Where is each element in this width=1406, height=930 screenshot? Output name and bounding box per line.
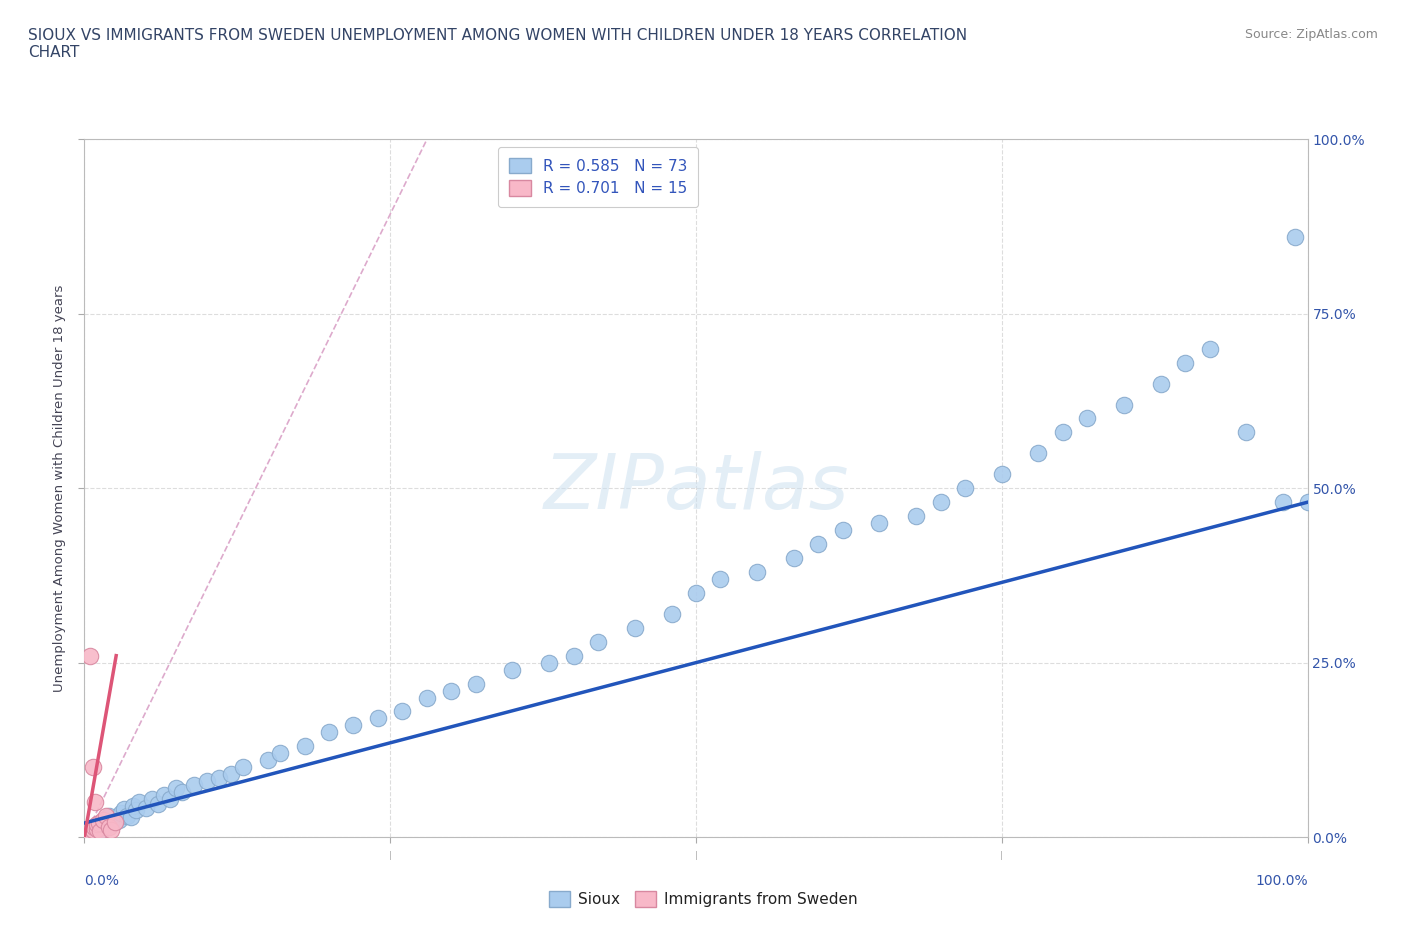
Point (82, 760, 104, 775)
Point (783, 551, 806, 565)
Point (128, 794, 150, 809)
Text: 0.0%: 0.0% (84, 874, 120, 888)
Point (440, 683, 463, 698)
Point (100, 823, 122, 838)
Point (1284, 230, 1306, 245)
Point (86, 821, 108, 836)
Point (416, 690, 439, 705)
Point (685, 586, 707, 601)
Point (159, 791, 181, 806)
Text: |: | (695, 851, 697, 860)
Point (1114, 397, 1136, 412)
Point (104, 815, 127, 830)
Point (79, 826, 101, 841)
Point (96, 809, 118, 824)
Point (79, 826, 101, 841)
Point (141, 791, 163, 806)
Point (562, 648, 585, 663)
Point (91, 816, 114, 830)
Point (112, 802, 135, 817)
Point (367, 711, 389, 725)
Text: 100.0%: 100.0% (1256, 874, 1308, 888)
Point (538, 656, 561, 671)
Point (747, 565, 769, 579)
Point (87, 816, 110, 830)
Point (110, 805, 132, 820)
Point (79, 648, 101, 663)
Point (96, 812, 118, 827)
Point (82, 823, 104, 838)
Point (120, 810, 142, 825)
Point (257, 753, 280, 768)
Point (1198, 341, 1220, 356)
Legend: Sioux, Immigrants from Sweden: Sioux, Immigrants from Sweden (543, 884, 863, 913)
Point (1236, 425, 1258, 440)
Point (1272, 495, 1295, 510)
Point (391, 704, 413, 719)
Point (135, 800, 157, 815)
Point (104, 815, 127, 830)
Point (905, 509, 928, 524)
Point (869, 515, 891, 530)
Point (97, 809, 120, 824)
Point (1052, 425, 1074, 440)
Point (115, 809, 138, 824)
Point (831, 523, 853, 538)
Point (953, 481, 976, 496)
Point (107, 812, 129, 827)
Point (87, 823, 110, 838)
Point (586, 634, 609, 649)
Point (807, 537, 830, 551)
Point (709, 571, 731, 587)
Point (929, 495, 952, 510)
Legend: R = 0.585   N = 73, R = 0.701   N = 15: R = 0.585 N = 73, R = 0.701 N = 15 (498, 147, 697, 206)
Point (83, 824, 105, 839)
Point (97, 816, 120, 830)
Point (342, 718, 364, 733)
Point (82, 823, 104, 838)
Point (208, 770, 231, 785)
Point (84, 794, 107, 809)
Point (86, 817, 108, 832)
Point (100, 817, 122, 832)
Point (97, 819, 120, 834)
Point (294, 738, 316, 753)
Point (1028, 445, 1050, 460)
Point (153, 788, 176, 803)
Point (624, 620, 647, 635)
Text: |: | (388, 851, 392, 860)
Point (183, 777, 205, 792)
Point (502, 662, 524, 677)
Point (94, 819, 117, 834)
Point (165, 781, 187, 796)
Point (991, 467, 1014, 482)
Point (86, 819, 108, 834)
Point (1150, 376, 1173, 391)
Point (86, 821, 108, 836)
Point (1076, 411, 1098, 426)
Point (122, 798, 145, 813)
Point (172, 784, 194, 799)
Point (89, 817, 111, 832)
Text: ZIPatlas: ZIPatlas (543, 451, 849, 525)
Point (269, 746, 291, 761)
Y-axis label: Unemployment Among Women with Children Under 18 years: Unemployment Among Women with Children U… (52, 285, 66, 692)
Point (91, 812, 114, 827)
Text: |: | (1000, 851, 1004, 860)
Point (219, 766, 242, 781)
Point (464, 676, 486, 691)
Point (125, 804, 148, 818)
Text: SIOUX VS IMMIGRANTS FROM SWEDEN UNEMPLOYMENT AMONG WOMEN WITH CHILDREN UNDER 18 : SIOUX VS IMMIGRANTS FROM SWEDEN UNEMPLOY… (28, 28, 967, 60)
Point (89, 824, 111, 839)
Point (195, 774, 218, 789)
Point (661, 606, 683, 621)
Point (318, 725, 340, 740)
Text: Source: ZipAtlas.com: Source: ZipAtlas.com (1244, 28, 1378, 41)
Point (232, 760, 254, 775)
Point (1174, 355, 1197, 370)
Point (146, 796, 169, 811)
Point (83, 819, 105, 834)
Point (1296, 495, 1319, 510)
Point (91, 821, 114, 836)
